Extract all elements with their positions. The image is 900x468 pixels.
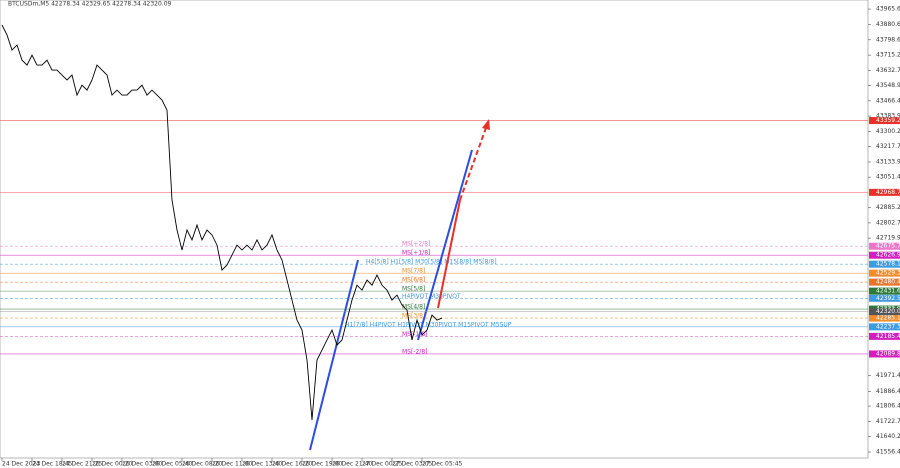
trend-line (309, 259, 359, 451)
y-tick-label: 43466.45 (876, 97, 900, 104)
level-price: 42480.47 (876, 279, 900, 286)
level-price: 42285.16 (876, 315, 900, 322)
level-tag (869, 188, 900, 196)
level-price: 42185.47 (876, 333, 900, 340)
y-tick-label: 41806.45 (876, 403, 900, 410)
x-tick-label: 26 Dec 16:20 (272, 461, 313, 468)
level-name: MS[-2/8] (402, 348, 428, 355)
x-tick-label: 24 Dec 21:25 (62, 461, 103, 468)
y-tick-label: 42885.2 (876, 204, 900, 211)
level-name: MS[+2/8] (402, 241, 430, 248)
level-tag (869, 260, 900, 268)
level-price: 42431.64 (876, 288, 900, 295)
level-tag (869, 294, 900, 302)
arrow-head (482, 119, 490, 130)
level-tag (869, 314, 900, 322)
price-line (1, 24, 443, 420)
x-tick-label: 26 Dec 00:20 (92, 461, 133, 468)
y-tick-label: 43133.95 (876, 158, 900, 165)
y-tick-label: 41886.45 (876, 388, 900, 395)
x-tick-label: 26 Dec 03:00 (122, 461, 163, 468)
level-name: H4[5/8] H1[5/8] M30[5/8] M15[8/8] M5[8/8… (366, 259, 497, 266)
x-tick-label: 26 Dec 11:00 (212, 461, 253, 468)
level-tag (869, 117, 900, 125)
level-price: 42968.75 (876, 189, 900, 196)
chart-title: BTCUSDm,M5 42278.34 42329.65 42278.34 42… (8, 1, 172, 8)
level-tag (869, 287, 900, 295)
level-price: 42626.95 (876, 252, 900, 259)
y-tick-label: 43965.65 (876, 6, 900, 13)
y-tick-label: 41556.45 (876, 449, 900, 456)
level-tag (869, 332, 900, 340)
x-tick-label: 26 Dec 13:40 (242, 461, 283, 468)
y-tick-label: 43051.45 (876, 174, 900, 181)
x-tick-label: 26 Dec 21:40 (332, 461, 373, 468)
y-tick-label: 41971.45 (876, 372, 900, 379)
level-name: MS[-1/8] (402, 331, 428, 338)
current-price: 42320.09 (876, 308, 900, 315)
forecast-arrow (459, 124, 488, 201)
x-tick-label: 27 Dec 03:05 (392, 461, 433, 468)
y-tick-label: 43715.2 (876, 52, 900, 59)
level-price: 42578.13 (876, 261, 900, 268)
x-tick-label: 26 Dec 08:20 (182, 461, 223, 468)
y-tick-label: 43632.7 (876, 67, 900, 74)
level-name: MS[6/8] (402, 277, 425, 284)
x-tick-label: 27 Dec 00:25 (362, 461, 403, 468)
x-tick-label: 26 Dec 19:00 (302, 461, 343, 468)
level-tag (869, 350, 900, 358)
y-tick-label: 43798.65 (876, 36, 900, 43)
level-name: H4PIVOT M30PIVOT (402, 293, 461, 300)
y-tick-label: 43300.2 (876, 128, 900, 135)
y-tick-label: 43548.95 (876, 82, 900, 89)
y-tick-label: 42719.95 (876, 235, 900, 242)
level-tag (869, 269, 900, 277)
level-price: 42675.78 (876, 243, 900, 250)
y-tick-label: 43880.6 (876, 21, 900, 28)
x-tick-label: 27 Dec 05:45 (422, 461, 463, 468)
level-tag (869, 251, 900, 259)
trend-line (417, 149, 473, 341)
level-name: MS[3/8] (402, 313, 425, 320)
level-name: MS[+1/8] (402, 250, 430, 257)
y-tick-label: 41640.2 (876, 433, 900, 440)
level-tag (869, 323, 900, 331)
plot-frame (0, 0, 869, 459)
y-tick-label: 43217.7 (876, 143, 900, 150)
current-price-tag (869, 308, 900, 316)
y-tick-label: 41722.7 (876, 418, 900, 425)
y-tick-label: 42802.7 (876, 219, 900, 226)
x-tick-label: 26 Dec 05:40 (152, 461, 193, 468)
level-name: MS[5/8] (402, 286, 425, 293)
x-tick-label: 24 Dec 2023 (2, 461, 41, 468)
level-price: 42089.84 (876, 350, 900, 357)
y-tick-label: 43383.95 (876, 113, 900, 120)
level-price: 43359.28 (876, 117, 900, 124)
level-price: 42237.3 (876, 323, 900, 330)
level-tag (869, 242, 900, 250)
forecast-arrow (437, 199, 461, 309)
x-tick-label: 24 Dec 18:45 (32, 461, 73, 468)
level-price: 42392.58 (876, 295, 900, 302)
level-name: MS[4/8] (402, 304, 425, 311)
level-tag (869, 278, 900, 286)
level-price: 42529.3 (876, 270, 900, 277)
level-name: MS[7/8] (402, 268, 425, 275)
